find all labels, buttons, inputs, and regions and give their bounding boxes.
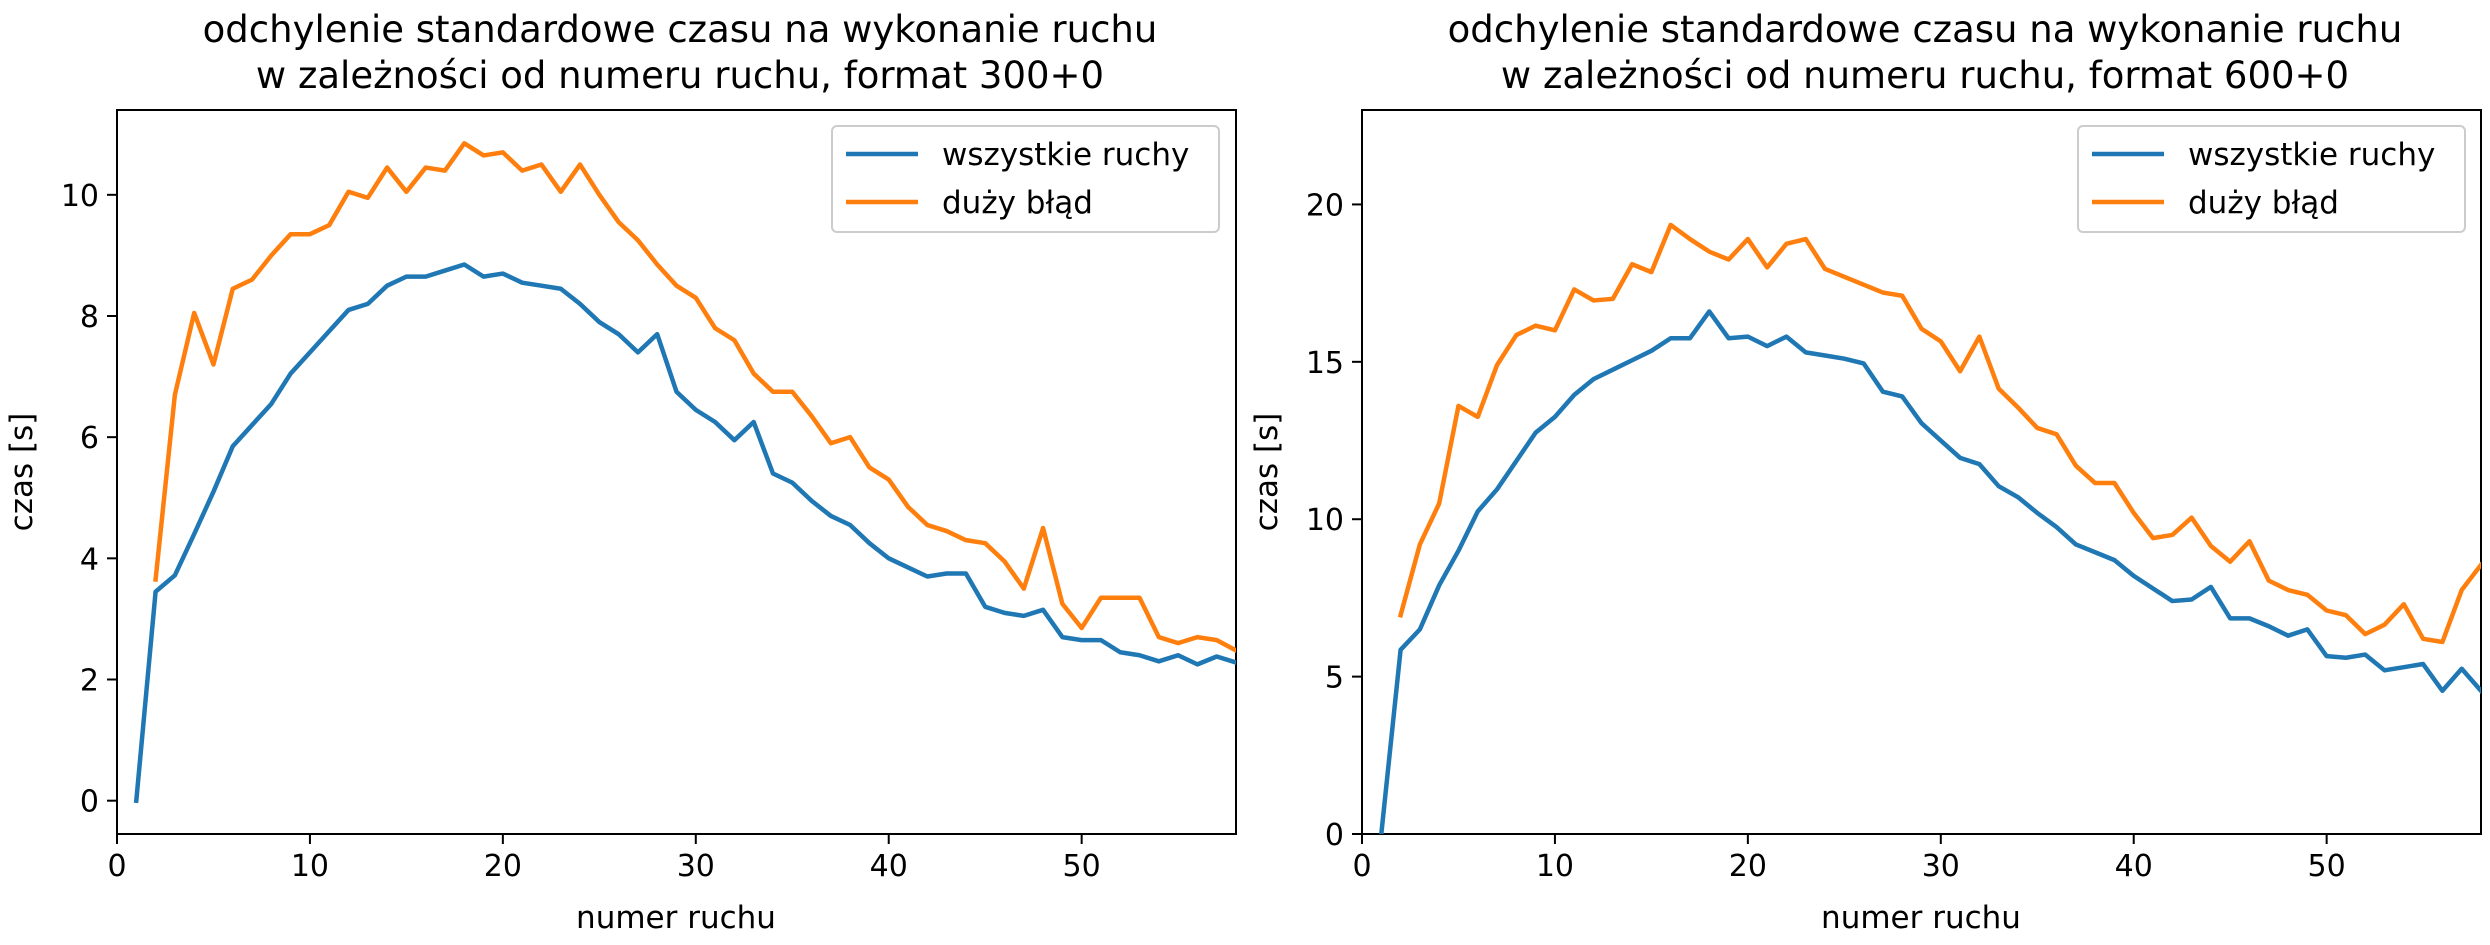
legend-label-series-2: duży błąd [2188, 185, 2339, 221]
series-line-1 [133, 262, 1236, 804]
x-tick-label: 0 [107, 849, 126, 884]
legend: wszystkie ruchy duży błąd [831, 125, 1220, 233]
series-line-2 [1397, 222, 2481, 645]
y-tick-label: 8 [80, 300, 99, 335]
legend-box [2077, 125, 2466, 233]
x-axis-label: numer ruchu [1821, 900, 2021, 936]
series-line-2 [153, 141, 1236, 653]
legend-label-series-1: wszystkie ruchy [2188, 137, 2435, 173]
x-tick-label: 50 [1063, 849, 1101, 884]
chart-right: odchylenie standardowe czasu na wykonani… [1249, 8, 2482, 936]
plot-area-frame [1361, 109, 2482, 835]
legend-label-series-2: duży błąd [942, 185, 1093, 221]
chart-title-line-1: odchylenie standardowe czasu na wykonani… [203, 8, 1158, 51]
legend-box [831, 125, 1220, 233]
x-tick-label: 20 [484, 849, 522, 884]
y-axis-label: czas [s] [4, 413, 40, 532]
y-tick-label: 4 [80, 542, 99, 577]
x-tick-label: 30 [1922, 849, 1960, 884]
series-layer [133, 141, 1236, 804]
ticks-layer: 0 10 20 30 40 50 0 5 10 15 20 [1306, 188, 2346, 884]
chart-title-line-1: odchylenie standardowe czasu na wykonani… [1448, 8, 2403, 51]
y-tick-label: 10 [1306, 503, 1344, 538]
x-tick-label: 40 [870, 849, 908, 884]
legend-label-series-1: wszystkie ruchy [942, 137, 1189, 173]
y-tick-label: 0 [80, 785, 99, 820]
chart-title-line-2: w zależności od numeru ruchu, format 600… [1501, 54, 2349, 97]
x-tick-label: 50 [2308, 849, 2346, 884]
x-tick-label: 0 [1352, 849, 1371, 884]
y-tick-label: 10 [61, 179, 99, 214]
chart-left: odchylenie standardowe czasu na wykonani… [4, 8, 1237, 936]
x-tick-label: 40 [2115, 849, 2153, 884]
x-axis-label: numer ruchu [576, 900, 776, 936]
plot-area-frame [116, 109, 1237, 835]
legend: wszystkie ruchy duży błąd [2077, 125, 2466, 233]
y-tick-label: 2 [80, 664, 99, 699]
x-tick-label: 10 [1536, 849, 1574, 884]
x-tick-label: 30 [677, 849, 715, 884]
chart-title-line-2: w zależności od numeru ruchu, format 300… [256, 54, 1104, 97]
ticks-layer: 0 10 20 30 40 50 0 2 4 6 8 10 [61, 179, 1101, 884]
series-line-1 [1379, 309, 2481, 834]
y-axis-label: czas [s] [1249, 413, 1285, 532]
y-tick-label: 0 [1325, 818, 1344, 853]
y-tick-label: 5 [1325, 661, 1344, 696]
y-tick-label: 20 [1306, 188, 1344, 223]
y-tick-label: 15 [1306, 346, 1344, 381]
x-tick-label: 10 [291, 849, 329, 884]
series-layer [1379, 222, 2481, 834]
y-tick-label: 6 [80, 421, 99, 456]
x-tick-label: 20 [1729, 849, 1767, 884]
